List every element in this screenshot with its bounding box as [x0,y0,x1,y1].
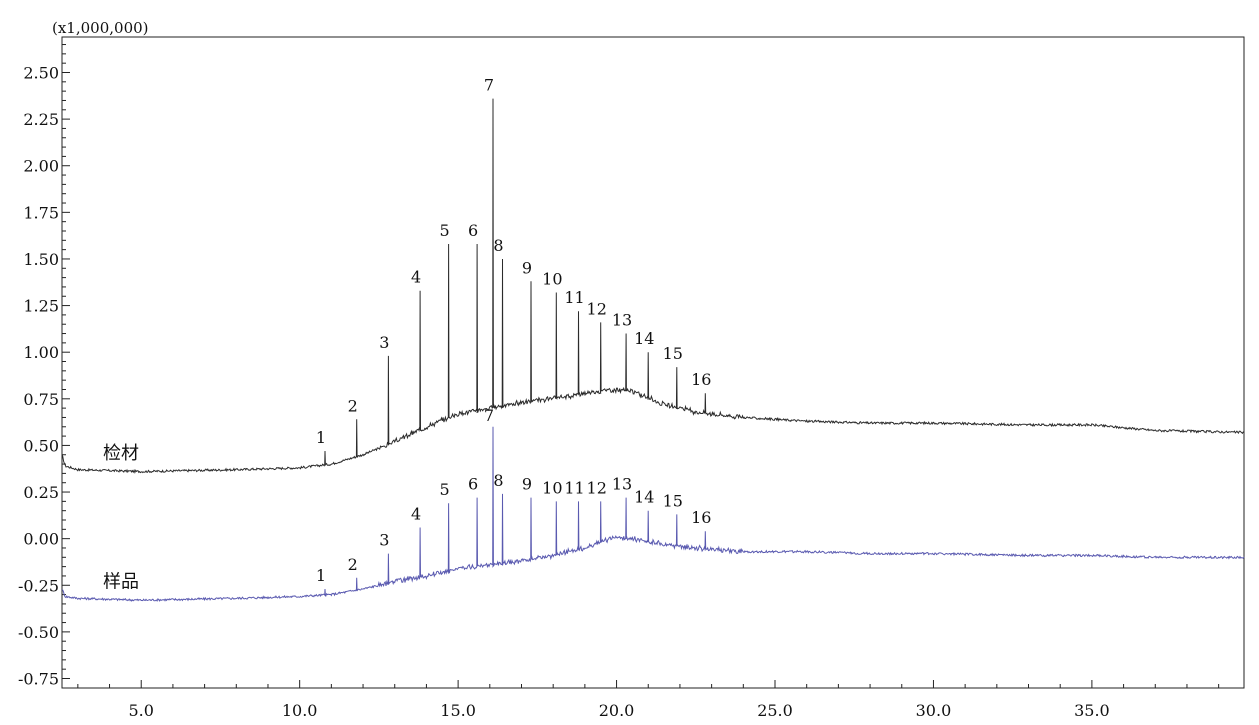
y-tick-label: -0.75 [18,670,59,689]
peak-label: 1 [316,428,326,447]
peak-label: 13 [612,475,632,494]
y-tick-label: 1.25 [23,297,59,316]
peak-label: 14 [634,488,654,507]
y-tick-label: 2.50 [23,64,59,83]
peak-label: 12 [587,478,607,497]
plot-area: 2.50 2.25 2.00 1.75 1.50 1.25 1.00 0.75 0.50 0.25… [18,36,1245,720]
x-tick-label: 15.0 [440,701,476,720]
y-tick-label: 0.25 [23,483,59,502]
peak-label: 3 [379,531,389,550]
peak-label: 16 [691,370,711,389]
y-tick-label: 1.50 [23,250,59,269]
trace-line-1 [61,98,1245,474]
plot-frame [61,36,1245,689]
x-tick-label: 20.0 [599,701,635,720]
peak-label: 15 [663,491,683,510]
peak-label: 9 [522,258,532,277]
peak-label: 4 [411,268,421,287]
x-tick-label: 25.0 [757,701,793,720]
peak-label: 6 [468,221,478,240]
peak-label: 2 [348,396,358,415]
y-tick-label: 0.50 [23,436,59,455]
x-tick-label: 5.0 [128,701,153,720]
x-tick-label: 30.0 [916,701,952,720]
peak-label: 7 [484,76,494,95]
y-tick-label: 2.00 [23,157,59,176]
peak-label: 6 [468,475,478,494]
x-tick-label: 10.0 [282,701,318,720]
peak-label: 14 [634,329,654,348]
trace-line-2 [61,426,1245,602]
peak-label: 15 [663,344,683,363]
y-tick-label: -0.50 [18,623,59,642]
peak-label: 2 [348,555,358,574]
series-label: 检材 [103,443,139,464]
peak-label: 5 [440,221,450,240]
peak-label: 3 [379,333,389,352]
peak-label: 12 [587,299,607,318]
peak-label: 10 [542,270,562,289]
x-tick-label: 35.0 [1074,701,1110,720]
y-tick-label: 1.75 [23,203,59,222]
peak-label: 16 [691,508,711,527]
peak-label: 9 [522,475,532,494]
peak-label: 7 [484,406,494,425]
peak-label: 8 [493,236,503,255]
peak-label: 1 [316,566,326,585]
peak-label: 13 [612,311,632,330]
scale-label: (x1,000,000) [52,19,149,37]
peak-label: 10 [542,478,562,497]
series-label: 样品 [103,572,139,593]
y-tick-label: 0.00 [23,530,59,549]
y-tick-label: 1.00 [23,343,59,362]
y-tick-label: 0.75 [23,390,59,409]
y-tick-label: 2.25 [23,110,59,129]
peak-label: 8 [493,471,503,490]
peak-label: 11 [564,478,584,497]
peak-label: 11 [564,288,584,307]
peak-label: 5 [440,480,450,499]
peak-label: 4 [411,504,421,523]
y-tick-label: -0.25 [18,576,59,595]
